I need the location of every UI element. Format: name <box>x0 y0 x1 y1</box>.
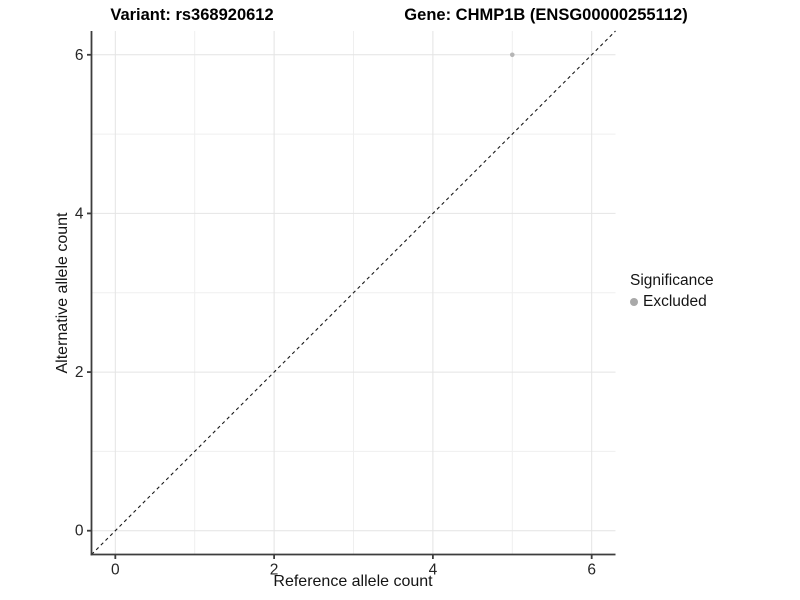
plot-title-variant: Variant: rs368920612 <box>110 6 274 24</box>
y-tick-label: 4 <box>75 205 84 222</box>
x-tick-label: 2 <box>270 562 279 579</box>
legend-title: Significance <box>630 272 714 289</box>
legend: Significance Excluded <box>630 272 714 311</box>
x-tick-label: 4 <box>429 562 438 579</box>
identity-dashed-line <box>91 30 616 555</box>
legend-item-excluded: Excluded <box>630 293 714 311</box>
y-tick-label: 0 <box>75 523 84 540</box>
data-point <box>509 52 515 58</box>
plot-title-gene: Gene: CHMP1B (ENSG00000255112) <box>404 6 688 24</box>
y-tick-label: 6 <box>75 47 84 64</box>
x-tick-label: 6 <box>587 562 596 579</box>
y-tick-label: 2 <box>75 364 84 381</box>
y-axis-title: Alternative allele count <box>54 212 71 374</box>
legend-item-label: Excluded <box>643 293 707 310</box>
x-tick-label: 0 <box>111 562 120 579</box>
x-axis-title: Reference allele count <box>273 573 433 590</box>
excluded-point-icon <box>630 298 638 306</box>
